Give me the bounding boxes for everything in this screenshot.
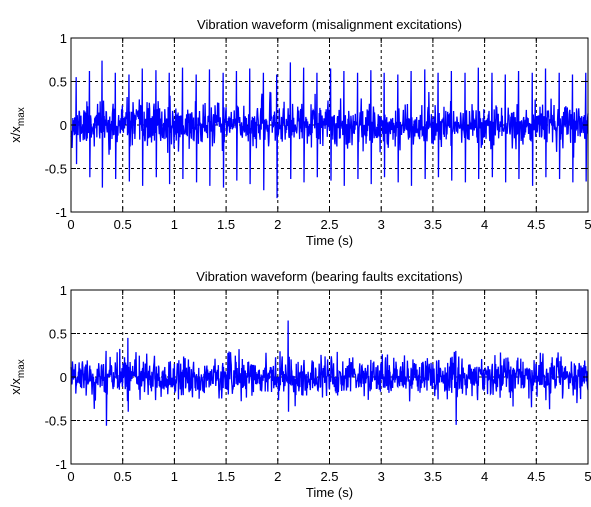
y-tick-label: -0.5 [45,414,67,429]
x-tick-label: 1 [171,217,178,232]
x-tick-label: 3.5 [424,469,442,484]
chart-title: Vibration waveform (misalignment excitat… [197,17,462,32]
x-axis-label: Time (s) [306,485,353,500]
x-tick-label: 4 [481,217,488,232]
x-tick-label: 4.5 [527,469,545,484]
x-tick-label: 3 [378,469,385,484]
x-tick-label: 5 [584,217,591,232]
x-tick-label: 2 [274,469,281,484]
y-tick-label: -1 [55,205,67,220]
chart-panel-2: 0 0.5 1 1.5 2 2.5 3 3.5 4 4.5 5 -1 -0.5 0 0.5 1 Vibratio… [8,269,591,500]
x-tick-label: 1.5 [217,469,235,484]
x-tick-label: 2.5 [320,469,338,484]
y-tick-label: 1 [60,283,67,298]
y-tick-label: 0.5 [49,327,67,342]
x-tick-label: 1 [171,469,178,484]
x-tick-label: 0 [67,469,74,484]
x-tick-label: 2.5 [320,217,338,232]
x-tick-label: 3.5 [424,217,442,232]
x-axis-label: Time (s) [306,233,353,248]
y-tick-label: 0.5 [49,75,67,90]
y-axis-label: x/xmax [8,107,27,143]
y-tick-label: -1 [55,457,67,472]
x-tick-label: 4 [481,469,488,484]
chart-title: Vibration waveform (bearing faults excit… [196,269,462,284]
y-tick-label: 1 [60,31,67,46]
x-tick-label: 2 [274,217,281,232]
x-tick-label: 0.5 [114,217,132,232]
chart-panel-1: 0 0.5 1 1.5 2 2.5 3 3.5 4 4.5 5 -1 -0.5 0 0.5 1 Vibratio… [8,17,591,248]
x-tick-label: 4.5 [527,217,545,232]
waveform-line [70,60,589,199]
x-tick-label: 1.5 [217,217,235,232]
y-tick-label: 0 [60,118,67,133]
y-tick-label: 0 [60,370,67,385]
x-tick-label: 5 [584,469,591,484]
x-tick-label: 3 [378,217,385,232]
y-tick-label: -0.5 [45,162,67,177]
waveform-line [70,320,589,426]
x-tick-label: 0.5 [114,469,132,484]
y-axis-label: x/xmax [8,359,27,395]
x-tick-label: 0 [67,217,74,232]
